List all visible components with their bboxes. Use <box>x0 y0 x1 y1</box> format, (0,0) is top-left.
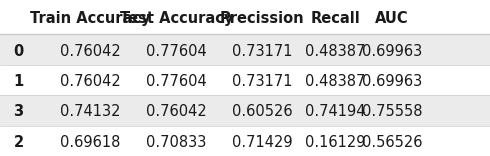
Text: 3: 3 <box>14 104 24 119</box>
Text: 0.75558: 0.75558 <box>362 104 422 119</box>
Bar <box>0 0 490 34</box>
Text: AUC: AUC <box>375 11 409 26</box>
Text: 0.76042: 0.76042 <box>60 44 121 58</box>
Text: 0.16129: 0.16129 <box>305 135 366 150</box>
Text: 0.69618: 0.69618 <box>60 135 121 150</box>
Bar <box>0 126 490 156</box>
Text: Test Accuracy: Test Accuracy <box>120 11 233 26</box>
Text: 0.60526: 0.60526 <box>232 104 293 119</box>
Text: Precission: Precission <box>220 11 304 26</box>
Text: 0.48387: 0.48387 <box>305 74 366 89</box>
Text: 0.76042: 0.76042 <box>60 74 121 89</box>
Text: 2: 2 <box>14 135 24 150</box>
Text: 0.74194: 0.74194 <box>305 104 366 119</box>
Bar <box>0 65 490 95</box>
Text: 0.76042: 0.76042 <box>146 104 207 119</box>
Text: 0.48387: 0.48387 <box>305 44 366 58</box>
Text: 0.70833: 0.70833 <box>146 135 207 150</box>
Text: 0.69963: 0.69963 <box>362 74 422 89</box>
Bar <box>0 34 490 65</box>
Text: 0: 0 <box>14 44 24 58</box>
Text: 0.77604: 0.77604 <box>146 44 207 58</box>
Text: 0.74132: 0.74132 <box>60 104 121 119</box>
Text: 1: 1 <box>14 74 24 89</box>
Bar <box>0 95 490 126</box>
Text: 0.56526: 0.56526 <box>362 135 422 150</box>
Text: Train Accuracy: Train Accuracy <box>30 11 151 26</box>
Text: 0.77604: 0.77604 <box>146 74 207 89</box>
Text: 0.71429: 0.71429 <box>232 135 293 150</box>
Text: 0.73171: 0.73171 <box>232 44 293 58</box>
Text: Recall: Recall <box>311 11 361 26</box>
Text: 0.69963: 0.69963 <box>362 44 422 58</box>
Text: 0.73171: 0.73171 <box>232 74 293 89</box>
